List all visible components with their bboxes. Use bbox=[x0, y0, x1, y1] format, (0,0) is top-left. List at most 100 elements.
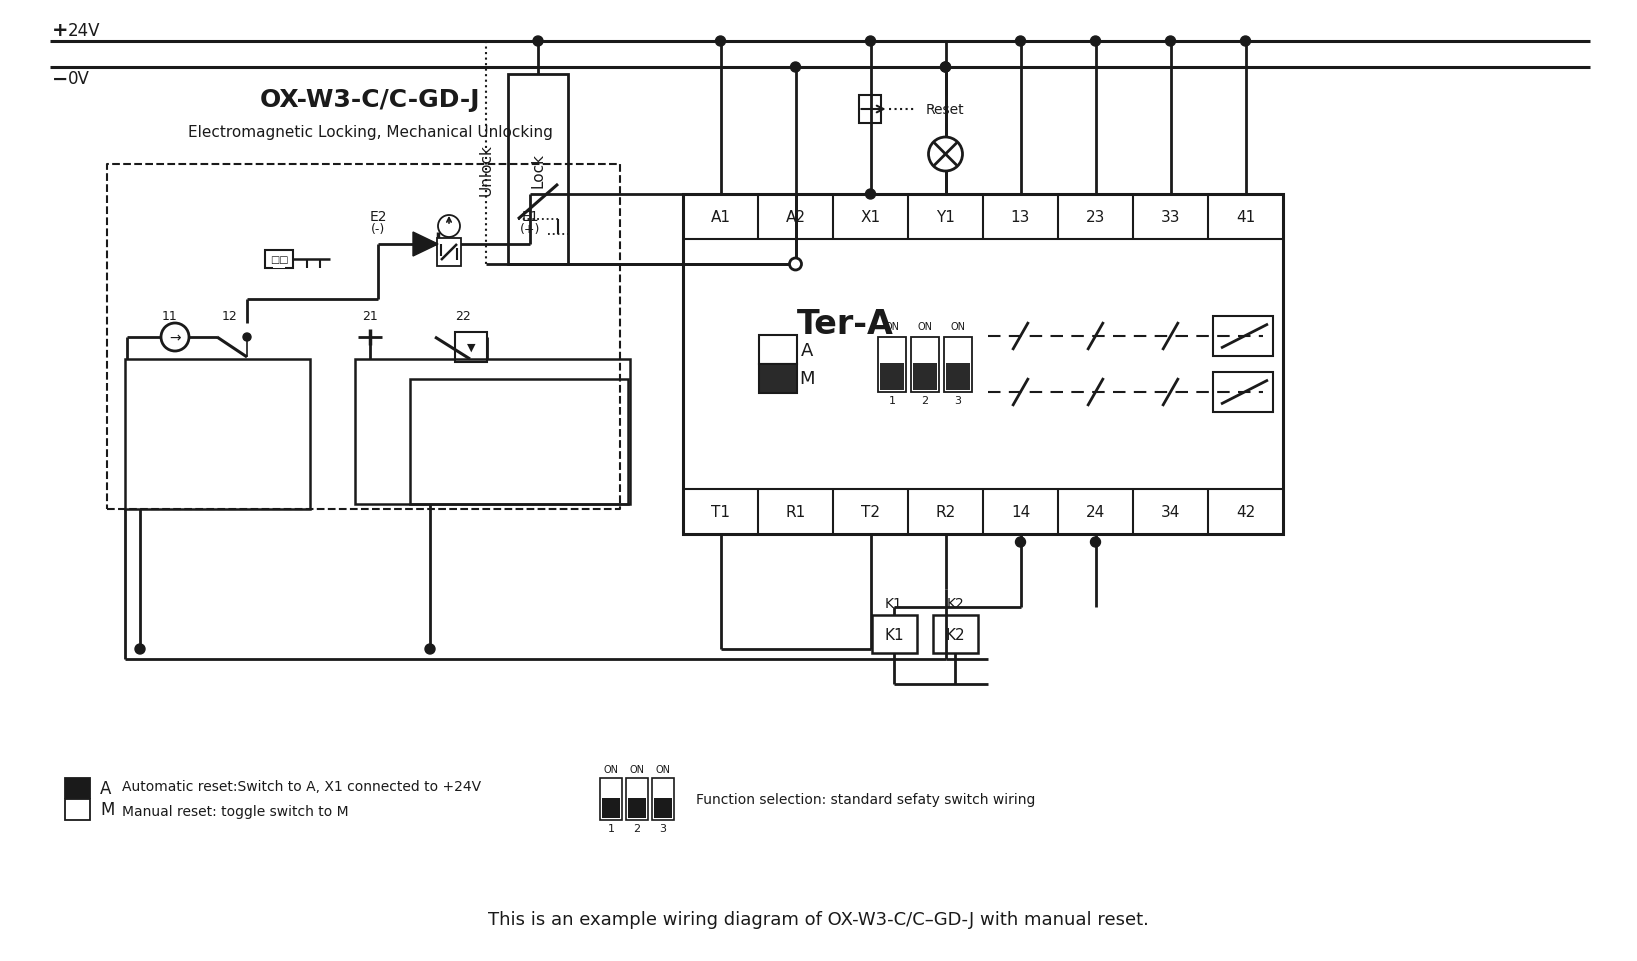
Text: A2: A2 bbox=[786, 209, 805, 225]
Text: 0V: 0V bbox=[69, 70, 90, 87]
Text: ▼: ▼ bbox=[467, 343, 475, 353]
Circle shape bbox=[426, 644, 435, 654]
Text: 23: 23 bbox=[1085, 209, 1105, 225]
Text: Reset: Reset bbox=[925, 103, 964, 117]
Text: 3: 3 bbox=[660, 824, 666, 833]
Text: R1: R1 bbox=[786, 505, 805, 520]
Bar bbox=[409, 380, 629, 505]
Bar bbox=[881, 363, 904, 390]
Circle shape bbox=[1015, 537, 1025, 548]
Circle shape bbox=[791, 62, 800, 73]
Circle shape bbox=[1090, 537, 1100, 548]
Text: 2: 2 bbox=[922, 396, 928, 407]
Text: 11: 11 bbox=[162, 309, 178, 322]
Text: E2: E2 bbox=[370, 209, 386, 224]
Circle shape bbox=[866, 190, 876, 200]
Text: Ter-A: Ter-A bbox=[797, 308, 894, 341]
Circle shape bbox=[439, 216, 460, 237]
Circle shape bbox=[1090, 37, 1100, 47]
Text: 12: 12 bbox=[223, 309, 237, 322]
Text: ON: ON bbox=[884, 322, 899, 333]
Bar bbox=[945, 337, 972, 392]
Text: 24: 24 bbox=[1085, 505, 1105, 520]
Text: 3: 3 bbox=[954, 396, 961, 407]
Text: ON: ON bbox=[951, 322, 966, 333]
Bar bbox=[265, 251, 293, 269]
Text: Unlock: Unlock bbox=[478, 144, 493, 196]
Text: 42: 42 bbox=[1236, 505, 1256, 520]
Text: M: M bbox=[799, 370, 815, 388]
Bar bbox=[1213, 373, 1274, 412]
Text: Function selection: standard sefaty switch wiring: Function selection: standard sefaty swit… bbox=[696, 792, 1035, 806]
Circle shape bbox=[242, 333, 250, 342]
Text: This is an example wiring diagram of OX-W3-C/C–GD-J with manual reset.: This is an example wiring diagram of OX-… bbox=[488, 910, 1149, 928]
Text: X1: X1 bbox=[861, 209, 881, 225]
Text: 41: 41 bbox=[1236, 209, 1256, 225]
Text: Y1: Y1 bbox=[936, 209, 954, 225]
Circle shape bbox=[134, 644, 146, 654]
Bar bbox=[65, 778, 90, 799]
Text: 22: 22 bbox=[455, 309, 471, 322]
Circle shape bbox=[941, 62, 951, 73]
Bar bbox=[355, 359, 630, 505]
Text: 24V: 24V bbox=[69, 22, 100, 40]
Text: 2: 2 bbox=[634, 824, 640, 833]
Text: Manual reset: toggle switch to M: Manual reset: toggle switch to M bbox=[123, 804, 349, 819]
Bar bbox=[273, 259, 285, 269]
Circle shape bbox=[866, 37, 876, 47]
Text: □□: □□ bbox=[270, 255, 288, 264]
Bar bbox=[858, 96, 881, 124]
Text: (+): (+) bbox=[521, 223, 540, 236]
Text: T2: T2 bbox=[861, 505, 881, 520]
Text: →: → bbox=[169, 331, 180, 345]
Text: Electromagnetic Locking, Mechanical Unlocking: Electromagnetic Locking, Mechanical Unlo… bbox=[188, 125, 552, 140]
Text: 33: 33 bbox=[1161, 209, 1180, 225]
Bar bbox=[655, 798, 673, 818]
Text: Lock: Lock bbox=[530, 153, 545, 187]
Text: Automatic reset:Switch to A, X1 connected to +24V: Automatic reset:Switch to A, X1 connecte… bbox=[123, 779, 481, 794]
Circle shape bbox=[941, 62, 951, 73]
Text: R2: R2 bbox=[935, 505, 956, 520]
Circle shape bbox=[534, 37, 543, 47]
Text: ON: ON bbox=[655, 764, 671, 775]
Text: 34: 34 bbox=[1161, 505, 1180, 520]
Bar bbox=[760, 335, 797, 364]
Text: K1: K1 bbox=[884, 627, 904, 642]
Polygon shape bbox=[413, 233, 439, 257]
Circle shape bbox=[789, 259, 802, 271]
Text: (-): (-) bbox=[372, 223, 385, 236]
Text: 13: 13 bbox=[1010, 209, 1030, 225]
Bar bbox=[913, 363, 936, 390]
Text: 21: 21 bbox=[362, 309, 378, 322]
Circle shape bbox=[1241, 37, 1251, 47]
Text: 1: 1 bbox=[607, 824, 614, 833]
Text: 14: 14 bbox=[1012, 505, 1030, 520]
Circle shape bbox=[1166, 37, 1175, 47]
Circle shape bbox=[160, 324, 188, 352]
Text: E1: E1 bbox=[521, 209, 539, 224]
Bar bbox=[437, 238, 462, 267]
Text: +: + bbox=[52, 21, 69, 40]
Bar bbox=[629, 798, 647, 818]
Bar bbox=[1213, 317, 1274, 357]
Text: 1: 1 bbox=[889, 396, 895, 407]
Bar bbox=[933, 615, 977, 653]
Text: ON: ON bbox=[917, 322, 933, 333]
Bar bbox=[507, 75, 568, 264]
Bar bbox=[601, 778, 622, 820]
Bar bbox=[652, 778, 674, 820]
Text: K1: K1 bbox=[886, 597, 904, 610]
Bar bbox=[871, 615, 917, 653]
Bar bbox=[946, 363, 971, 390]
Text: A1: A1 bbox=[710, 209, 730, 225]
Text: A: A bbox=[800, 341, 814, 359]
Circle shape bbox=[1015, 37, 1025, 47]
Text: K2: K2 bbox=[946, 597, 964, 610]
Bar bbox=[124, 359, 309, 509]
Text: T1: T1 bbox=[710, 505, 730, 520]
Bar bbox=[455, 333, 486, 362]
Bar bbox=[877, 337, 905, 392]
Text: A: A bbox=[100, 779, 111, 798]
Bar bbox=[625, 778, 648, 820]
Bar bbox=[683, 195, 1283, 534]
